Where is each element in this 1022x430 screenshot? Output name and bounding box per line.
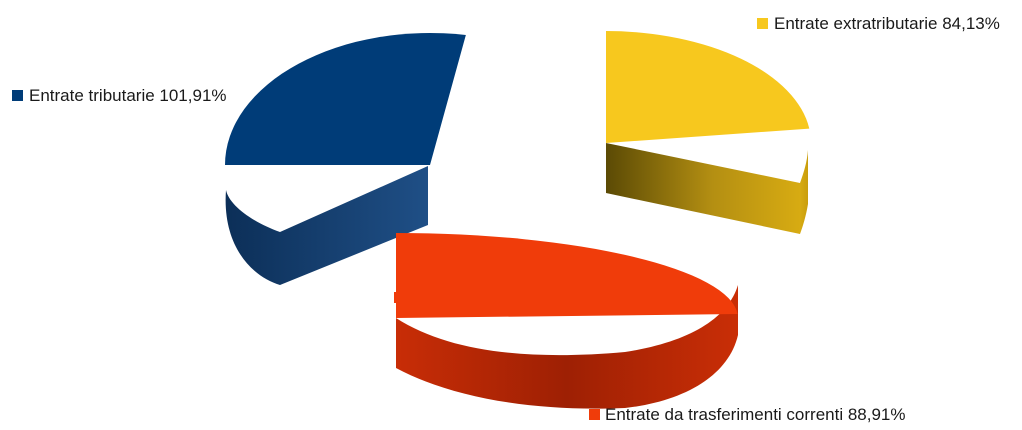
slice-entrate-extratributarie-side <box>800 150 808 234</box>
slice-entrate-extratributarie <box>606 31 810 234</box>
slice-entrate-extratributarie-cut <box>606 143 800 234</box>
label-text-trasferimenti: Entrate da trasferimenti correnti 88,91% <box>605 405 905 424</box>
label-entrate-trasferimenti: Entrate da trasferimenti correnti 88,91% <box>589 405 905 424</box>
label-entrate-extratributarie: Entrate extratributarie 84,13% <box>757 14 1000 33</box>
slice-entrate-trasferimenti-top <box>396 233 738 318</box>
label-swatch-extratributarie <box>757 18 768 29</box>
small-orange-marker <box>394 292 405 303</box>
slice-entrate-tributarie-side <box>225 166 428 285</box>
slice-entrate-extratributarie-top <box>606 31 810 143</box>
slice-entrate-trasferimenti-side <box>396 285 738 409</box>
slice-entrate-tributarie <box>225 33 466 285</box>
slice-entrate-trasferimenti <box>396 233 738 409</box>
label-entrate-tributarie: Entrate tributarie 101,91% <box>12 86 227 105</box>
label-swatch-tributarie <box>12 90 23 101</box>
label-swatch-trasferimenti <box>589 409 600 420</box>
slice-entrate-tributarie-top <box>225 33 466 165</box>
label-text-tributarie: Entrate tributarie 101,91% <box>29 86 227 105</box>
label-text-extratributarie: Entrate extratributarie 84,13% <box>774 14 1000 33</box>
